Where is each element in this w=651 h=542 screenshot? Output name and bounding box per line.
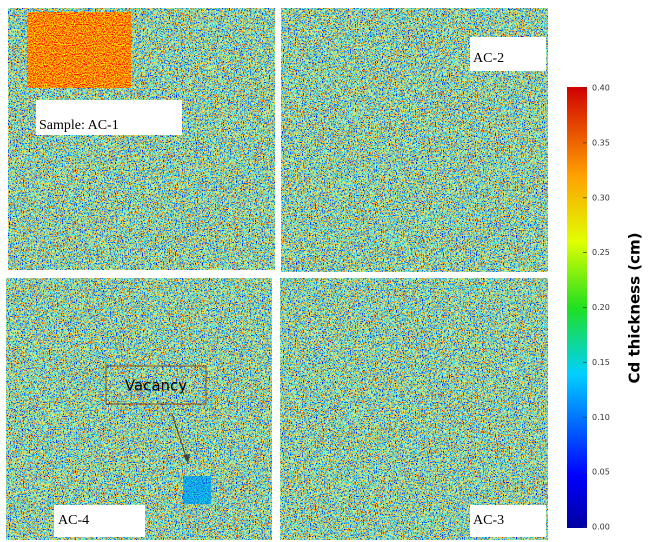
hot-spot [27,12,131,88]
tick-label: 0.15 [592,358,610,367]
panel-image [4,276,274,542]
panel-label: AC-4 [58,513,89,528]
tick-label: 0.05 [592,468,610,477]
label-box [54,505,145,537]
label-box [36,100,182,135]
panel-label: Sample: AC-1 [39,118,119,133]
arrow-head [183,454,190,464]
annotation-box [105,365,207,405]
tick-label: 0.20 [592,303,610,312]
tick-label: 0.35 [592,138,610,147]
panels [4,6,550,542]
label-box [470,37,546,71]
tick-label: 0.10 [592,413,610,422]
panel-image [278,276,550,542]
vacancy-spot [183,476,211,504]
label-box [470,505,546,537]
tick-label: 0.25 [592,248,610,257]
annotation: Vacancy [125,377,187,395]
colorbar-ticks: 0.40 0.35 0.30 0.25 0.20 0.15 0.10 0.05 0.00 [583,84,610,532]
colorbar [567,87,587,528]
tick-label: 0.40 [592,84,610,93]
tick-label: 0.30 [592,193,610,202]
colorbar-title: Cd thickness (cm) [626,233,644,384]
tick-label: 0.00 [592,523,610,532]
panel-label: AC-2 [473,51,504,66]
annotation-arrow [171,413,188,461]
panel-label: AC-3 [473,513,504,528]
